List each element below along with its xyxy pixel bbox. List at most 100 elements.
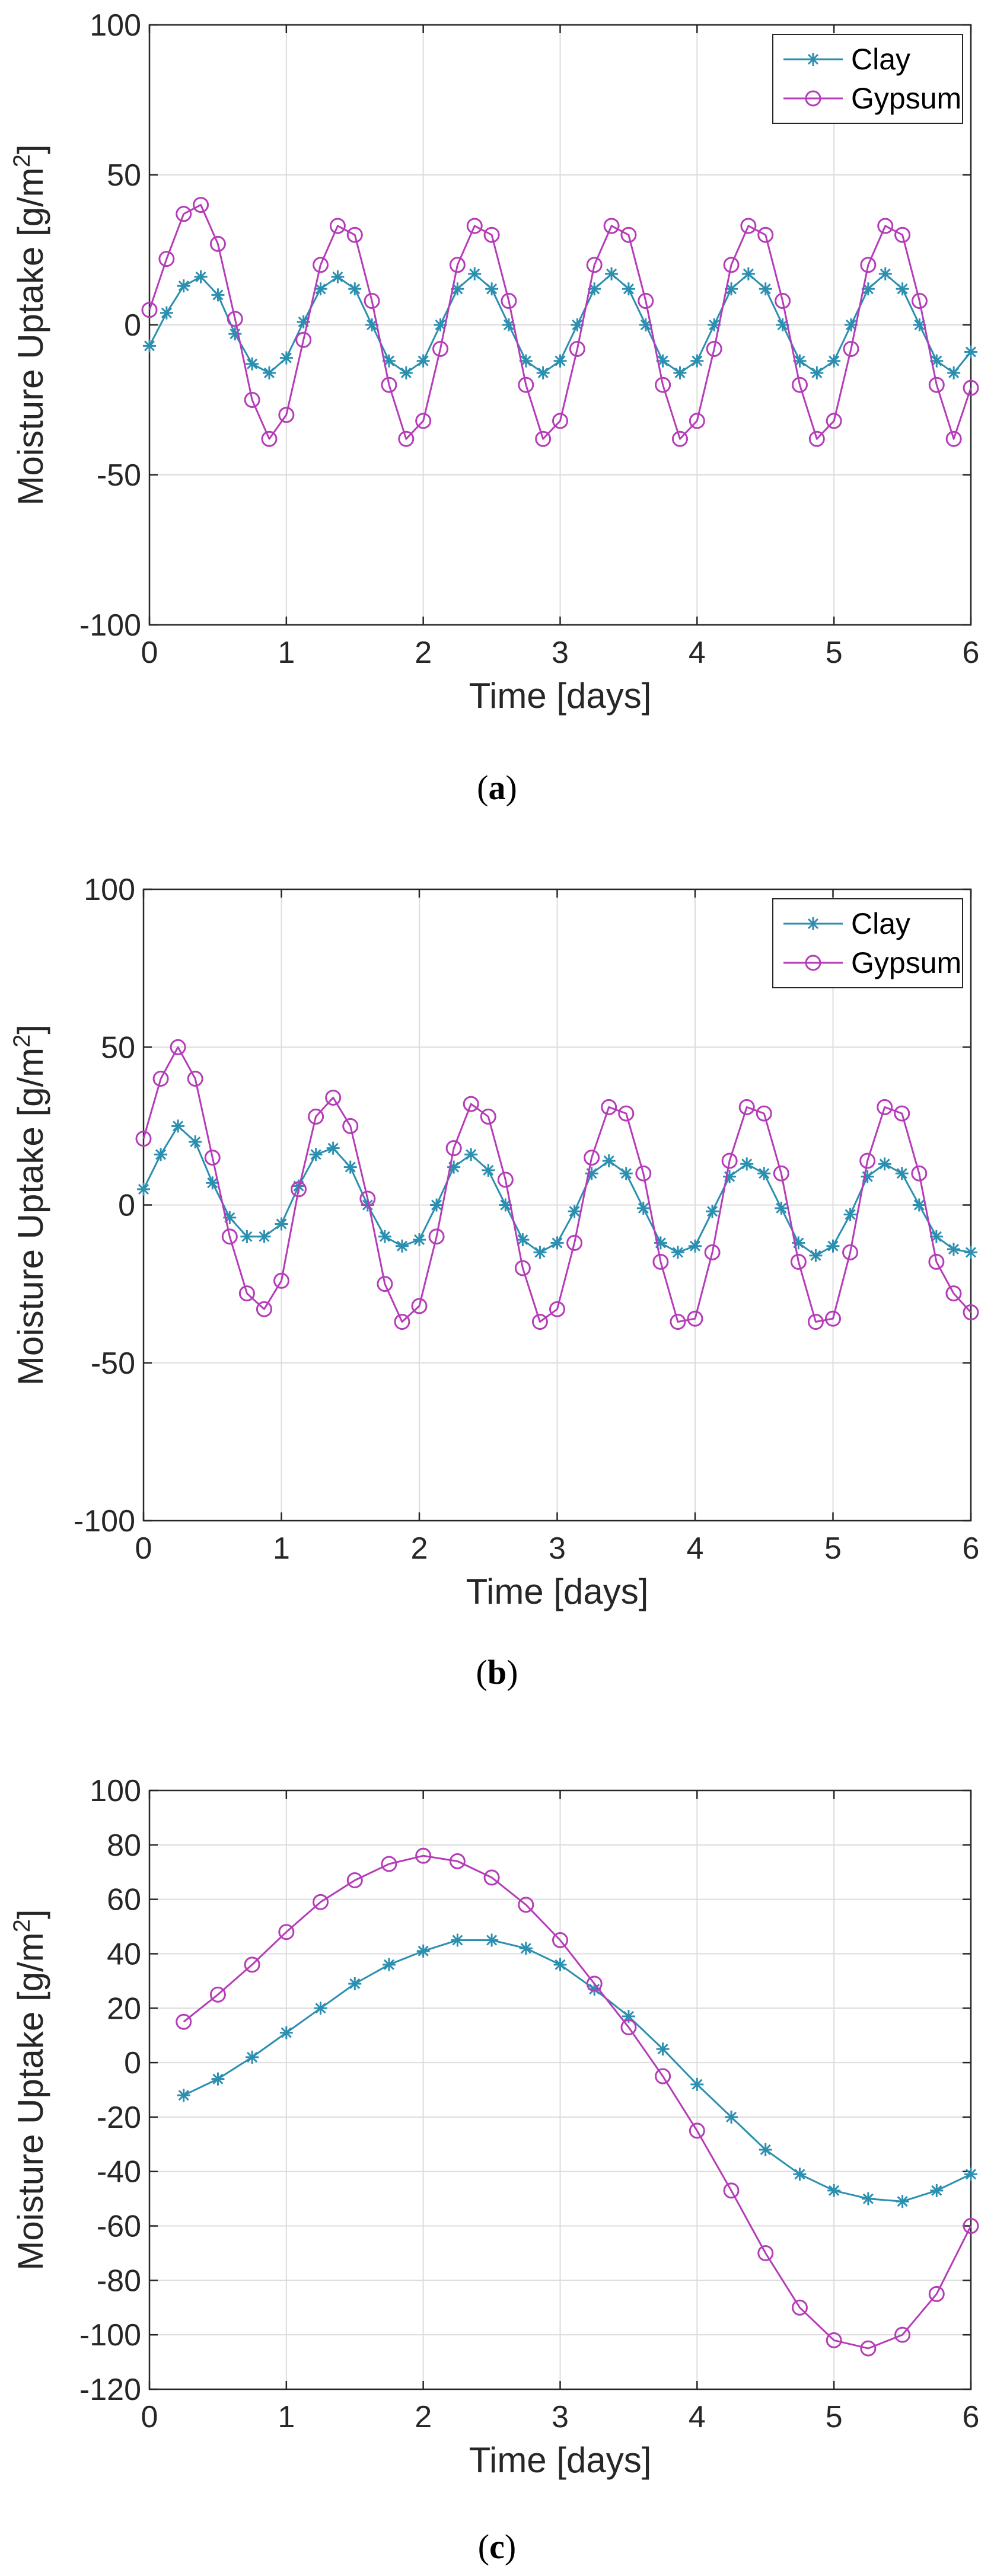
ticks <box>148 24 972 626</box>
marker-circle-14 <box>377 1276 393 1292</box>
marker-circle-45 <box>911 1165 928 1182</box>
marker-circle-17 <box>432 340 449 357</box>
marker-asterisk-15 <box>399 366 413 379</box>
y-tick-label: -100 <box>74 1504 135 1538</box>
marker-circle-46 <box>928 376 945 393</box>
marker-circle-31 <box>670 1314 686 1330</box>
marker-asterisk-11 <box>326 1141 340 1155</box>
marker-circle-32 <box>689 413 705 429</box>
marker-circle-42 <box>860 257 877 273</box>
marker-circle-23 <box>535 430 552 447</box>
marker-asterisk-4 <box>211 288 225 302</box>
marker-asterisk-43 <box>878 1157 891 1171</box>
marker-asterisk-12 <box>343 1160 357 1174</box>
marker-circle-4 <box>209 235 226 252</box>
marker-asterisk-6 <box>240 1230 254 1243</box>
marker-circle-19 <box>826 2332 842 2348</box>
marker-circle-21 <box>894 2326 911 2343</box>
marker-circle-6 <box>244 392 260 408</box>
legend-box <box>772 34 963 124</box>
marker-asterisk-13 <box>365 318 379 331</box>
marker-circle-0 <box>176 2013 192 2030</box>
x-tick-label: 2 <box>411 1531 428 1566</box>
y-tick-label: 60 <box>107 1883 141 1917</box>
marker-circle-16 <box>415 413 432 429</box>
marker-asterisk-legend <box>807 917 820 930</box>
marker-circle-7 <box>256 1301 272 1317</box>
marker-asterisk-6 <box>246 357 259 371</box>
x-tick-label: 4 <box>689 636 706 670</box>
chart-panel-c: 0 1 2 3 4 5 6 -120 -100 -80 -60 -40 -20 0 20 40 60 80 100 T… <box>9 1774 979 2566</box>
marker-circle-25 <box>566 1234 583 1251</box>
x-tick-label: 6 <box>963 2400 980 2434</box>
chart-panel-a: 0 1 2 3 4 5 6 -100 -50 0 50 100 Time [days] Moisture … <box>9 8 979 807</box>
marker-circle-9 <box>483 1869 500 1886</box>
caption: (b) <box>476 1653 518 1691</box>
marker-asterisk-20 <box>482 1163 495 1177</box>
series-gypsum <box>135 1039 979 1330</box>
marker-asterisk-29 <box>636 1201 650 1215</box>
marker-asterisk-20 <box>485 282 499 296</box>
marker-circle-14 <box>381 376 397 393</box>
x-axis-title: Time [days] <box>469 2440 652 2480</box>
marker-circle-21 <box>497 1172 514 1188</box>
marker-asterisk-7 <box>257 1230 271 1243</box>
x-tick-label: 1 <box>278 2400 295 2434</box>
y-tick-label: -50 <box>91 1346 135 1381</box>
marker-asterisk-6 <box>382 1958 396 1971</box>
marker-asterisk-48 <box>964 1246 977 1259</box>
marker-asterisk-40 <box>826 1239 840 1253</box>
marker-circle-22 <box>514 1260 531 1276</box>
marker-asterisk-31 <box>673 366 687 379</box>
marker-asterisk-19 <box>827 2184 841 2197</box>
marker-circle-44 <box>894 226 911 243</box>
marker-circle-38 <box>791 376 808 393</box>
marker-circle-42 <box>859 1153 876 1169</box>
marker-circle-4 <box>204 1150 221 1166</box>
marker-circle-24 <box>549 1301 565 1317</box>
marker-circle-0 <box>141 302 158 318</box>
marker-asterisk-26 <box>588 282 601 296</box>
marker-asterisk-16 <box>416 354 430 368</box>
marker-asterisk-45 <box>912 1198 926 1212</box>
ticks <box>142 888 972 1522</box>
marker-circle-10 <box>313 257 329 273</box>
y-tick-label: 100 <box>90 1774 141 1808</box>
x-tick-label: 0 <box>141 636 158 670</box>
marker-circle-13 <box>364 293 380 309</box>
marker-circle-8 <box>449 1853 466 1869</box>
marker-asterisk-23 <box>964 2168 977 2181</box>
marker-circle-11 <box>552 1932 568 1948</box>
y-tick-label: -80 <box>97 2264 141 2298</box>
marker-asterisk-14 <box>378 1230 391 1243</box>
marker-circle-3 <box>193 197 209 213</box>
marker-circle-1 <box>152 1071 169 1087</box>
marker-circle-4 <box>313 1894 329 1910</box>
marker-asterisk-22 <box>516 1233 530 1247</box>
marker-circle-30 <box>655 376 671 393</box>
marker-asterisk-24 <box>550 1236 564 1250</box>
marker-asterisk-8 <box>279 351 293 365</box>
x-tick-label: 3 <box>552 2400 569 2434</box>
legend-label-clay: Clay <box>851 907 910 940</box>
marker-asterisk-47 <box>947 1243 960 1256</box>
series-line-gypsum <box>148 204 972 440</box>
marker-asterisk-3 <box>189 1135 202 1148</box>
marker-circle-43 <box>877 1099 893 1115</box>
marker-asterisk-0 <box>143 339 156 353</box>
x-axis-title: Time [days] <box>466 1572 649 1611</box>
marker-circle-16 <box>723 2182 740 2199</box>
series-gypsum <box>141 197 979 447</box>
marker-circle-13 <box>620 2019 637 2035</box>
marker-asterisk-18 <box>793 2168 807 2181</box>
y-tick-label: -120 <box>79 2373 141 2407</box>
marker-asterisk-28 <box>622 282 635 296</box>
marker-circle-8 <box>278 407 295 423</box>
marker-circle-39 <box>808 430 825 447</box>
marker-asterisk-19 <box>468 267 482 280</box>
y-tick-label: 100 <box>90 8 141 43</box>
marker-circle-15 <box>689 2122 705 2139</box>
marker-asterisk-11 <box>553 1958 567 1971</box>
marker-asterisk-16 <box>725 2110 738 2124</box>
